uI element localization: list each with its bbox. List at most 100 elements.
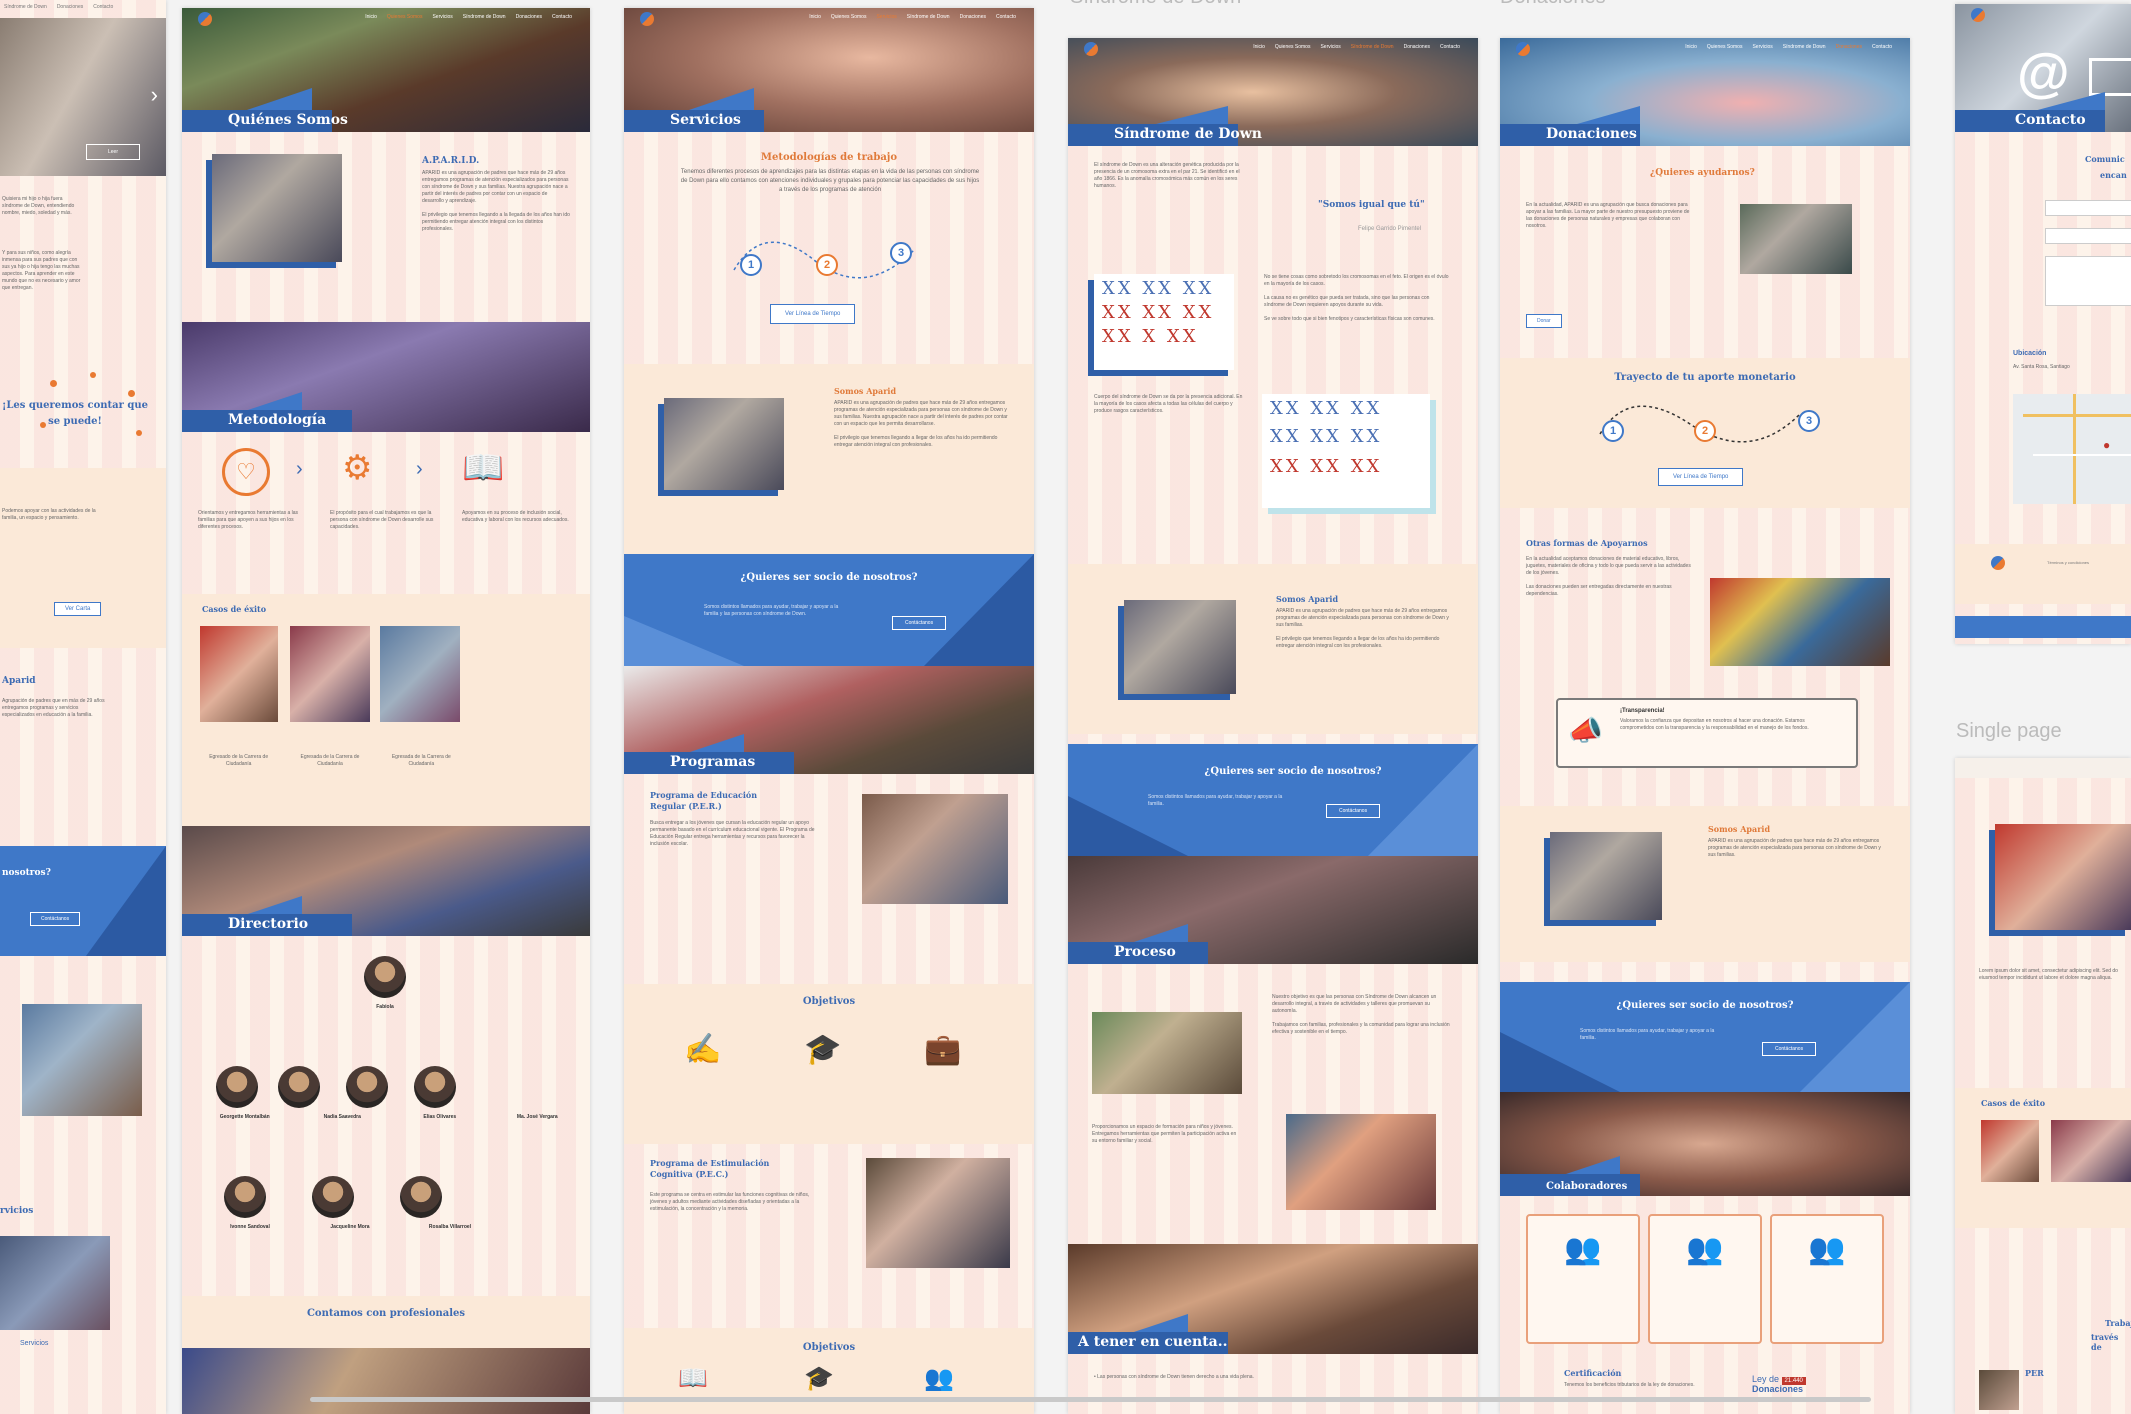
avatar [278,1066,320,1108]
email-field[interactable] [2045,228,2131,244]
body-text: En la actualidad aceptamos donaciones de… [1526,556,1691,597]
body-text: Nuestro objetivo es que las personas con… [1272,994,1450,1035]
nav-item[interactable]: Servicios [432,14,453,20]
group-photo [1124,600,1236,694]
methodology-icons: ♡ › ⚙ › 📖 [222,448,562,508]
message-field[interactable] [2045,256,2131,306]
decorative-dots [40,370,150,450]
collaborator-card[interactable]: 👥 [1648,1214,1762,1344]
ley-donaciones-logo: Ley de 21.440 Donaciones [1752,1374,1806,1394]
quote: "Somos igual que tú" [1318,200,1425,210]
nav-item[interactable]: Contacto [551,14,572,20]
body-text: No se tiene cosas como sobretodo los cro… [1264,274,1449,322]
nav-item[interactable]: Donaciones [56,4,84,10]
hero-banner: Inicio Quienes Somos Servicios Síndrome de … [624,8,1034,132]
intro-text: Quisiera mi hijo o hija fuera síndrome d… [2,196,75,216]
group-photo [212,154,342,262]
map-pin-icon: ● [2103,438,2111,452]
logo-icon[interactable] [1971,8,1985,22]
program-photo [866,1158,1010,1268]
case-photo [2051,1120,2131,1182]
timeline-button[interactable]: Ver Línea de Tiempo [1658,468,1744,486]
hero-banner: Inicio Quienes Somos Servicios Síndrome de … [1500,38,1910,146]
about-text: APARID es una agrupación de padres que h… [422,170,570,232]
nav-item[interactable]: Síndrome de Down [462,14,506,20]
artboard-servicios[interactable]: Inicio Quienes Somos Servicios Síndrome de … [624,8,1034,1414]
group-photo [1740,204,1852,274]
name-field[interactable] [2045,200,2131,216]
hero-button[interactable]: Leer [86,144,140,160]
top-nav: Inicio Quienes Somos Servicios Síndrome de … [1685,44,1892,50]
body-text: Lorem ipsum dolor sit amet, consectetur … [1979,968,2118,981]
step-1-icon: 1 [740,254,762,276]
chevron-right-icon: › [296,458,303,480]
collaborator-card[interactable]: 👥 [1526,1214,1640,1344]
nav-item[interactable]: Síndrome de Down [4,4,47,10]
nav-item[interactable]: Inicio [365,14,377,20]
case-photo [1981,1120,2039,1182]
chevron-right-icon: › [416,458,423,480]
avatar [312,1176,354,1218]
chevron-right-icon[interactable]: › [150,82,158,107]
top-nav: Inicio Quienes Somos Servicios Síndrome de … [809,14,1016,20]
timeline-curve [733,241,915,279]
hero-banner: Inicio Quienes Somos Servicios Síndrome … [182,8,590,132]
about-text: Agrupación de padres que en más de 29 añ… [2,698,105,718]
step-2-icon: 2 [1694,420,1716,442]
artboard-contacto[interactable]: @ Contacto Comunic encan Ubicación Av. S… [1955,4,2131,644]
trayecto-section: Trayecto de tu aporte monetario 1 2 3 Ve… [1500,358,1910,508]
contact-button[interactable]: Contáctanos [892,616,947,630]
top-nav: Inicio Quienes Somos Servicios Síndrome de … [1253,44,1460,50]
logo-icon[interactable] [1991,556,2005,570]
artboard-donaciones[interactable]: Inicio Quienes Somos Servicios Síndrome de … [1500,38,1910,1414]
logo-icon[interactable] [1516,42,1530,56]
process-photo [1092,1012,1242,1094]
contact-button[interactable]: Contáctanos [1762,1042,1817,1056]
avatar [216,1066,258,1108]
karyotype-image-2: XX XX XX XX XX XX XX XX XX [1262,394,1430,508]
nav-item[interactable]: Donaciones [515,14,542,20]
karyotype-image: XX XX XX XX XX XX XX X XX [1094,274,1234,370]
contact-button[interactable]: Contáctanos [1326,804,1381,818]
artboard-quienes-somos[interactable]: Inicio Quienes Somos Servicios Síndrome … [182,8,590,1414]
case-photo [200,626,278,722]
section-title: Certificación [1564,1368,1622,1378]
avatar [414,1066,456,1108]
about-section: Somos Aparid APARID es una agrupación de… [1068,564,1478,734]
hero-title: Donaciones [1546,126,1637,142]
section-title: través de [2091,1332,2119,1352]
collaborator-card[interactable]: 👥 [1770,1214,1884,1344]
top-nav [1955,758,2131,778]
profesionales-section: Contamos con profesionales [182,1296,590,1348]
section-title: A.P.A.R.I.D. [422,156,480,166]
map[interactable]: ● [2013,394,2131,504]
contact-button[interactable]: Contáctanos [30,912,81,926]
horizontal-scrollbar[interactable] [310,1397,1871,1402]
nav-item[interactable]: Quienes Somos [386,14,423,20]
intro-text-2: Y para sus niños, como alegría inmensa p… [2,250,81,291]
logo-icon[interactable] [198,12,212,26]
quote-author: Felipe Garrido Pimentel [1358,226,1422,232]
heart-chat-icon: ♡ [222,448,270,496]
success-photo [22,1004,142,1116]
artboard-label-donaciones: Donaciones [1500,0,1606,9]
directorio-banner: Directorio [182,826,590,936]
logo-icon[interactable] [1084,42,1098,56]
profile-photo [1995,824,2131,930]
letter-button[interactable]: Ver Carta [54,602,102,616]
donate-button[interactable]: Donar [1526,314,1562,328]
hero-banner: Inicio Quienes Somos Servicios Síndrome de … [1068,38,1478,146]
artboard-home-partial[interactable]: Síndrome de Down Donaciones Contacto › L… [0,0,166,1414]
section-title: Trabaj [2105,1318,2131,1328]
nav-item[interactable]: Contacto [93,4,114,10]
proceso-banner: Proceso [1068,856,1478,964]
metodologia-banner: Metodología [182,322,590,432]
objetivos-section: Objetivos ✍ 🎓 💼 [624,984,1034,1144]
artboard-sindrome-de-down[interactable]: Inicio Quienes Somos Servicios Síndrome de … [1068,38,1478,1414]
artboard-single-page[interactable]: Lorem ipsum dolor sit amet, consectetur … [1955,758,2131,1414]
hero-title: Quiénes Somos [228,112,348,128]
timeline-button[interactable]: Ver Línea de Tiempo [770,304,856,324]
logo-icon[interactable] [640,12,654,26]
step-2-icon: 2 [816,254,838,276]
